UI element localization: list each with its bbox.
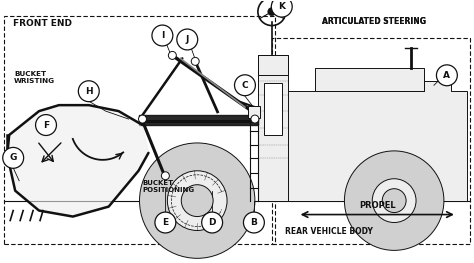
Polygon shape <box>138 115 258 125</box>
Text: REAR VEHICLE BODY: REAR VEHICLE BODY <box>285 227 373 236</box>
Circle shape <box>382 189 406 213</box>
Circle shape <box>181 185 213 216</box>
Circle shape <box>268 8 276 16</box>
Polygon shape <box>258 55 288 75</box>
Text: K: K <box>278 2 285 11</box>
Circle shape <box>235 75 255 96</box>
Circle shape <box>168 52 176 59</box>
Text: PROPEL: PROPEL <box>359 201 396 210</box>
Text: BUCKET
POSITIONING: BUCKET POSITIONING <box>143 180 195 193</box>
Circle shape <box>345 151 444 250</box>
Circle shape <box>437 65 457 86</box>
Polygon shape <box>315 68 424 91</box>
Polygon shape <box>285 81 467 201</box>
Circle shape <box>372 179 416 222</box>
Circle shape <box>167 171 227 230</box>
Circle shape <box>36 115 56 135</box>
Text: ARTICULATED STEERING: ARTICULATED STEERING <box>321 17 426 26</box>
Circle shape <box>271 0 292 17</box>
Polygon shape <box>7 105 148 216</box>
Text: J: J <box>186 35 189 44</box>
Text: C: C <box>242 81 248 90</box>
Circle shape <box>138 115 146 123</box>
Circle shape <box>177 29 198 50</box>
Text: FRONT END: FRONT END <box>13 19 72 28</box>
Text: D: D <box>209 218 216 227</box>
Text: E: E <box>162 218 168 227</box>
Text: B: B <box>250 218 257 227</box>
Text: A: A <box>443 71 450 80</box>
Circle shape <box>139 143 255 258</box>
Bar <box>248 106 260 118</box>
Circle shape <box>152 25 173 46</box>
Text: G: G <box>9 153 17 162</box>
Bar <box>4 16 275 244</box>
Text: F: F <box>43 120 49 130</box>
Polygon shape <box>258 55 288 201</box>
Bar <box>272 38 470 244</box>
Circle shape <box>3 148 24 168</box>
Circle shape <box>162 172 169 180</box>
Circle shape <box>244 212 264 233</box>
Circle shape <box>251 115 259 123</box>
Circle shape <box>202 212 223 233</box>
Text: H: H <box>85 87 92 96</box>
Circle shape <box>191 57 199 65</box>
Text: ARTICULATED STEERING: ARTICULATED STEERING <box>321 17 426 26</box>
Circle shape <box>155 212 176 233</box>
Text: I: I <box>161 31 164 40</box>
Text: BUCKET
WRISTING: BUCKET WRISTING <box>14 71 55 84</box>
Bar <box>264 83 282 135</box>
Circle shape <box>78 81 99 102</box>
